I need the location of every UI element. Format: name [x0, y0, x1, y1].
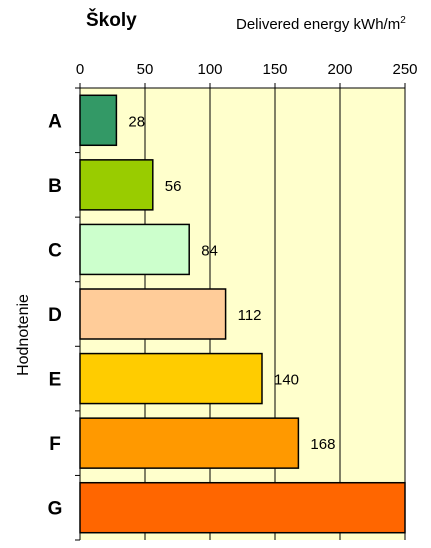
value-label-A: 28: [128, 113, 145, 130]
bar-C: [79, 223, 190, 276]
unit-label-text: Delivered energy kWh/m: [236, 16, 401, 33]
x-tick-label-150: 150: [262, 61, 287, 78]
chart-title: Školy: [86, 10, 137, 31]
category-label-A: A: [48, 111, 62, 132]
category-label-D: D: [48, 305, 62, 326]
unit-label: Delivered energy kWh/m2: [236, 15, 406, 33]
value-label-D: 112: [238, 307, 262, 324]
bar-G: [79, 481, 406, 534]
x-tick-label-200: 200: [327, 61, 352, 78]
x-tick-label-250: 250: [392, 61, 417, 78]
bar-E: [79, 352, 263, 405]
x-tick-label-0: 0: [76, 61, 84, 78]
unit-superscript: 2: [400, 15, 406, 26]
value-label-F: 168: [310, 436, 335, 453]
bar-F: [79, 417, 300, 469]
bar-A: [79, 94, 118, 147]
category-label-F: F: [49, 434, 61, 455]
category-label-B: B: [48, 176, 62, 197]
category-label-E: E: [49, 370, 62, 391]
value-label-C: 84: [201, 242, 218, 259]
bar-D: [79, 288, 227, 340]
bar-B: [79, 159, 154, 211]
x-tick-label-100: 100: [197, 61, 222, 78]
value-label-E: 140: [274, 372, 299, 389]
value-label-B: 56: [165, 178, 182, 195]
category-label-C: C: [48, 240, 62, 261]
category-label-G: G: [48, 499, 63, 520]
x-tick-label-50: 50: [137, 61, 154, 78]
